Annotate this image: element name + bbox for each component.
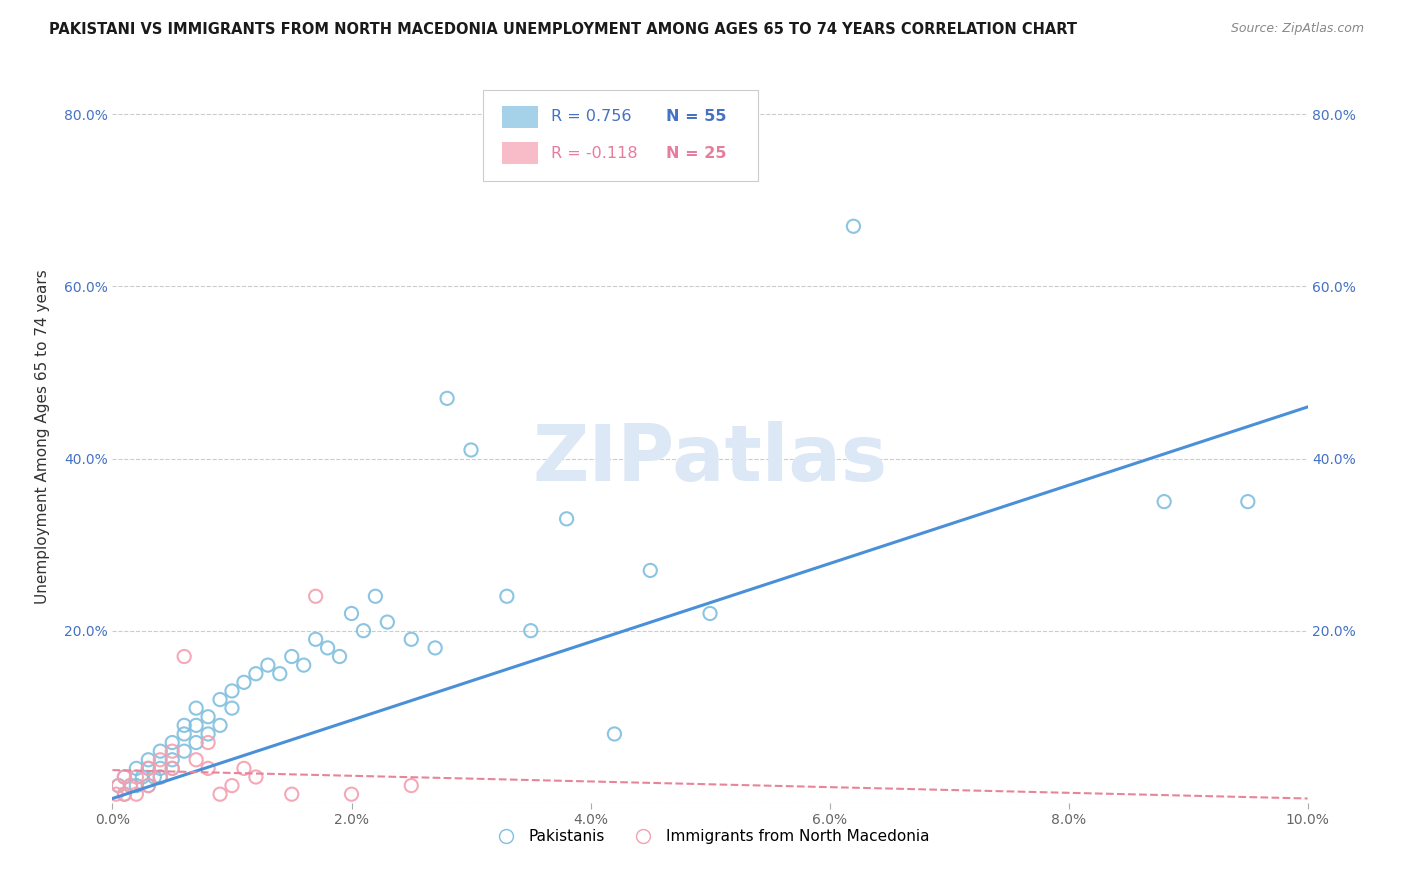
Point	[603, 727, 626, 741]
Point	[233, 761, 256, 775]
FancyBboxPatch shape	[484, 90, 758, 181]
Point	[257, 658, 280, 673]
Point	[245, 666, 267, 681]
Point	[364, 589, 387, 603]
Point	[138, 753, 160, 767]
Point	[138, 779, 160, 793]
Point	[125, 787, 148, 801]
Point	[131, 770, 153, 784]
Point	[305, 632, 328, 647]
Point	[186, 735, 208, 749]
Point	[209, 787, 232, 801]
Y-axis label: Unemployment Among Ages 65 to 74 years: Unemployment Among Ages 65 to 74 years	[35, 269, 49, 605]
Point	[281, 787, 304, 801]
Point	[125, 779, 148, 793]
Point	[281, 649, 304, 664]
Legend: Pakistanis, Immigrants from North Macedonia: Pakistanis, Immigrants from North Macedo…	[484, 822, 936, 850]
Text: ZIPatlas: ZIPatlas	[533, 421, 887, 497]
Point	[149, 770, 172, 784]
Text: Source: ZipAtlas.com: Source: ZipAtlas.com	[1230, 22, 1364, 36]
Text: R = 0.756: R = 0.756	[551, 109, 631, 124]
Point	[105, 787, 128, 801]
Point	[138, 761, 160, 775]
Point	[197, 727, 219, 741]
Point	[114, 770, 135, 784]
Point	[340, 607, 363, 621]
Point	[221, 779, 243, 793]
Point	[162, 753, 183, 767]
Point	[162, 761, 183, 775]
Point	[221, 701, 243, 715]
Text: N = 55: N = 55	[666, 109, 727, 124]
Point	[197, 710, 219, 724]
Point	[377, 615, 399, 629]
Point	[114, 787, 135, 801]
Point	[269, 666, 291, 681]
Point	[120, 779, 142, 793]
Text: R = -0.118: R = -0.118	[551, 145, 638, 161]
Point	[125, 770, 148, 784]
Point	[114, 787, 135, 801]
FancyBboxPatch shape	[502, 143, 538, 164]
Point	[520, 624, 543, 638]
Point	[162, 761, 183, 775]
Point	[149, 744, 172, 758]
Point	[138, 779, 160, 793]
Point	[353, 624, 375, 638]
Point	[186, 701, 208, 715]
Point	[173, 718, 195, 732]
Point	[842, 219, 865, 234]
Point	[209, 692, 232, 706]
Point	[162, 735, 183, 749]
Point	[460, 442, 482, 457]
Point	[496, 589, 519, 603]
Point	[436, 392, 458, 406]
Point	[197, 761, 219, 775]
Text: N = 25: N = 25	[666, 145, 727, 161]
Point	[120, 779, 142, 793]
Point	[143, 770, 166, 784]
Point	[699, 607, 721, 621]
Point	[149, 761, 172, 775]
Point	[640, 564, 662, 578]
Point	[149, 770, 172, 784]
Point	[173, 727, 195, 741]
Point	[401, 779, 423, 793]
Point	[186, 753, 208, 767]
Point	[173, 649, 195, 664]
Point	[1237, 494, 1260, 508]
Point	[401, 632, 423, 647]
Point	[197, 735, 219, 749]
Point	[149, 753, 172, 767]
FancyBboxPatch shape	[502, 106, 538, 128]
Point	[555, 512, 578, 526]
Point	[209, 718, 232, 732]
Point	[221, 684, 243, 698]
Point	[107, 779, 129, 793]
Point	[107, 779, 129, 793]
Point	[1153, 494, 1175, 508]
Point	[125, 761, 148, 775]
Point	[233, 675, 256, 690]
Point	[186, 718, 208, 732]
Point	[173, 744, 195, 758]
Point	[329, 649, 352, 664]
Point	[162, 744, 183, 758]
Point	[114, 770, 135, 784]
Point	[316, 640, 339, 655]
Text: PAKISTANI VS IMMIGRANTS FROM NORTH MACEDONIA UNEMPLOYMENT AMONG AGES 65 TO 74 YE: PAKISTANI VS IMMIGRANTS FROM NORTH MACED…	[49, 22, 1077, 37]
Point	[305, 589, 328, 603]
Point	[292, 658, 315, 673]
Point	[340, 787, 363, 801]
Point	[425, 640, 447, 655]
Point	[138, 761, 160, 775]
Point	[245, 770, 267, 784]
